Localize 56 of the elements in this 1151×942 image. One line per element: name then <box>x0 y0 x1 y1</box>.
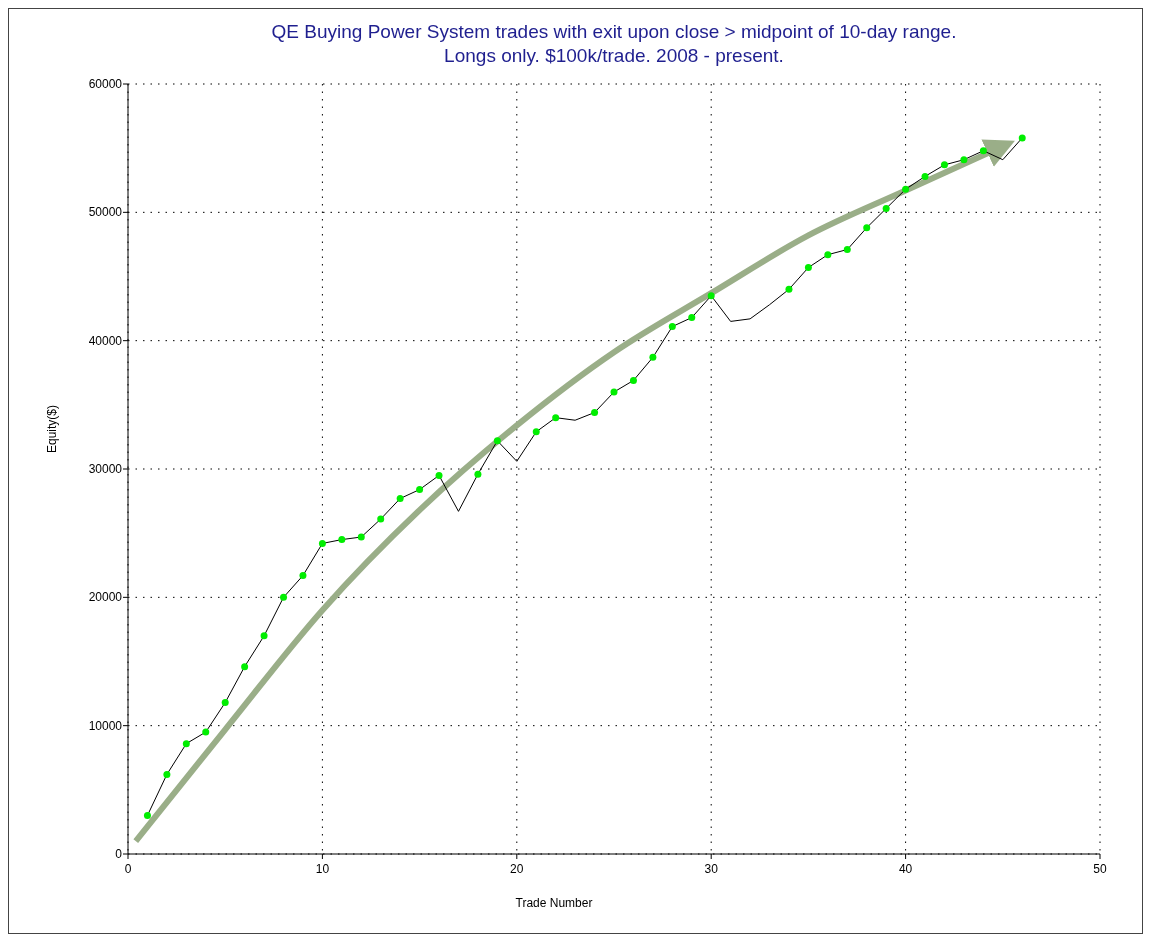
point <box>960 156 968 164</box>
point <box>396 495 404 503</box>
y-tick-label: 0 <box>115 847 123 861</box>
y-tick-label: 30000 <box>88 462 123 476</box>
x-tick-label: 30 <box>704 862 719 876</box>
point <box>707 292 715 300</box>
point <box>688 314 696 322</box>
point <box>940 161 948 169</box>
y-tick-label: 40000 <box>88 333 123 348</box>
x-tick-label: 0 <box>124 862 132 876</box>
point <box>318 539 326 547</box>
point <box>591 409 599 417</box>
x-tick-label: 50 <box>1093 862 1107 876</box>
point <box>532 428 540 436</box>
point <box>202 728 210 736</box>
y-axis-title: Equity($) <box>45 404 59 454</box>
point <box>163 770 171 778</box>
point <box>493 437 501 445</box>
point <box>649 353 657 361</box>
point <box>843 246 851 254</box>
point <box>902 185 910 193</box>
point <box>552 414 560 422</box>
point <box>338 536 346 544</box>
y-tick-label: 20000 <box>88 590 123 605</box>
point <box>377 515 385 523</box>
point <box>629 376 637 384</box>
y-tick-label: 10000 <box>88 718 123 733</box>
point <box>299 572 307 580</box>
point <box>921 172 929 180</box>
point <box>824 251 832 259</box>
point <box>182 740 190 748</box>
x-axis-title: Trade Number <box>515 896 593 910</box>
x-tick-label: 10 <box>315 862 330 876</box>
chart-title: QE Buying Power System trades with exit upon close > midpoint of 10-day range. <box>271 21 957 42</box>
point <box>863 224 871 232</box>
point <box>474 470 482 478</box>
x-tick-label: 20 <box>510 862 524 876</box>
point <box>785 285 793 293</box>
chart-subtitle: Longs only. $100k/trade. 2008 - present. <box>444 45 784 66</box>
point <box>143 812 151 819</box>
point <box>221 699 229 707</box>
point <box>610 388 618 396</box>
point <box>804 264 812 272</box>
point <box>416 486 424 494</box>
point <box>1018 134 1026 142</box>
point <box>979 147 987 155</box>
y-tick-label: 50000 <box>88 205 123 220</box>
x-tick-label: 40 <box>898 862 913 876</box>
point <box>357 533 365 541</box>
point <box>260 632 268 640</box>
y-tick-label: 60000 <box>88 77 123 91</box>
point <box>882 204 890 212</box>
point <box>241 663 249 671</box>
point <box>435 471 443 479</box>
point <box>280 593 288 601</box>
point <box>668 323 676 331</box>
